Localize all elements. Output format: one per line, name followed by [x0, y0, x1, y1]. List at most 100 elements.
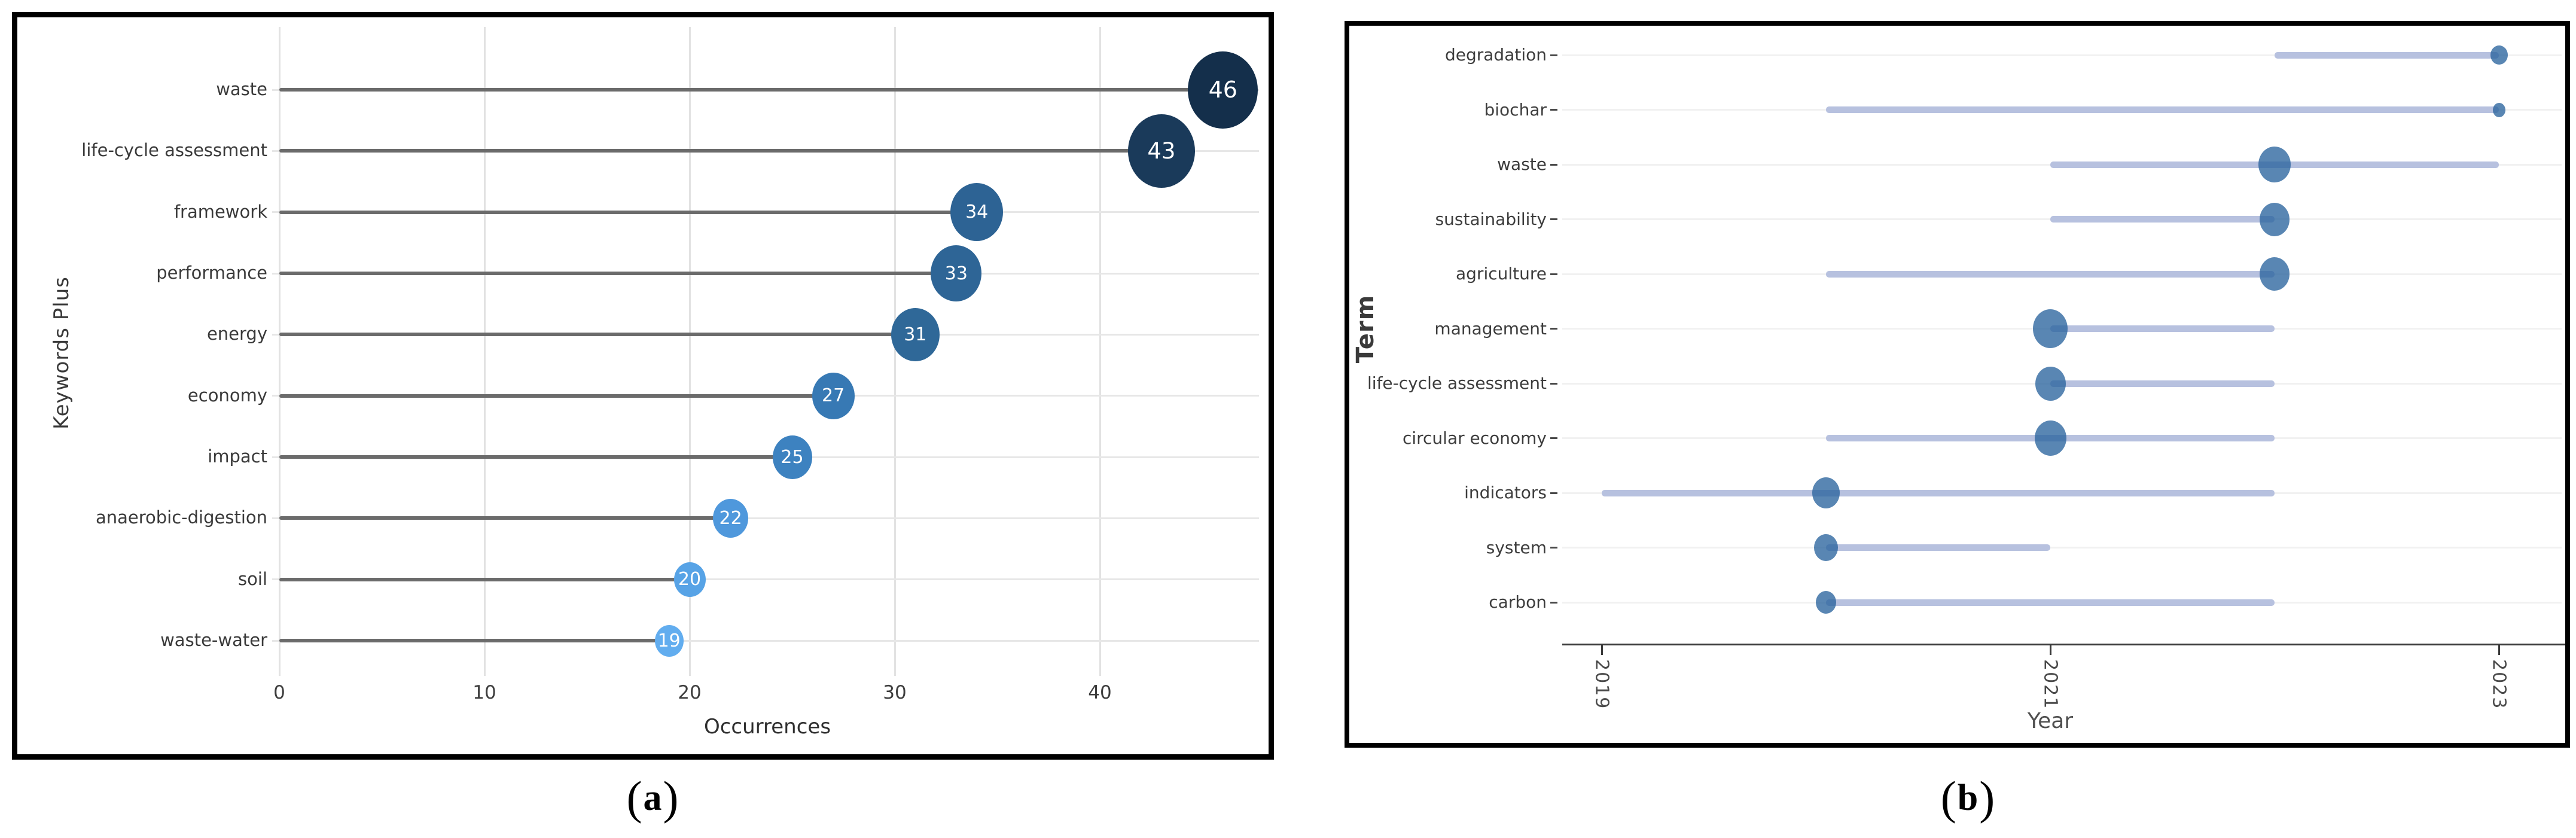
chart-b-year-range-line: [2050, 325, 2275, 332]
chart-a-bubble: 31: [891, 307, 940, 361]
chart-a-x-axis-title: Occurrences: [703, 715, 831, 739]
chart-b-median-year-dot: [2260, 257, 2290, 291]
chart-b-x-axis-title: Year: [2027, 709, 2074, 733]
chart-a-stem: [279, 516, 731, 520]
chart-a-x-tick-label: 0: [273, 682, 285, 703]
chart-b-x-tick-mark: [2049, 644, 2051, 655]
chart-a-horizontal-gridline: [272, 517, 1259, 519]
chart-b-year-range-line: [1826, 599, 2275, 606]
chart-b-y-tick-mark: [1550, 437, 1557, 439]
chart-a-bubble: 20: [673, 562, 706, 597]
chart-b-median-year-dot: [2033, 309, 2068, 348]
chart-b-y-tick-mark: [1550, 328, 1557, 330]
chart-b-year-range-line: [1826, 270, 2275, 278]
chart-b-y-tick-mark: [1550, 382, 1557, 385]
chart-b-term-label: sustainability: [1435, 209, 1547, 229]
chart-b-year-range-line: [1602, 489, 2275, 496]
chart-a-category-label: life-cycle assessment: [81, 140, 267, 161]
chart-b-term-label: degradation: [1444, 45, 1547, 65]
chart-b-year-range-line: [2275, 51, 2499, 59]
caption-a: (a): [627, 775, 679, 821]
chart-a-vertical-gridline: [1099, 27, 1101, 676]
chart-b-term-label: circular economy: [1402, 428, 1547, 448]
chart-b-x-tick-label: 2021: [2040, 659, 2061, 710]
chart-a-stem: [279, 149, 1162, 153]
chart-b-term-label: biochar: [1484, 99, 1547, 120]
chart-a-category-label: performance: [156, 263, 267, 284]
chart-b-median-year-dot: [2034, 420, 2066, 456]
chart-b-y-tick-mark: [1550, 273, 1557, 275]
caption-a-letter: a: [643, 778, 662, 818]
chart-b-term-label: agriculture: [1456, 264, 1547, 284]
caption-a-open-paren: (: [626, 772, 642, 824]
chart-a-stem: [279, 88, 1223, 92]
chart-a-stem: [279, 394, 834, 398]
chart-b-term-label: life-cycle assessment: [1367, 373, 1547, 393]
chart-b-median-year-dot: [2492, 102, 2505, 117]
caption-b-close-paren: ): [1979, 772, 1995, 824]
chart-b-term-label: indicators: [1464, 483, 1547, 502]
chart-a-category-label: waste: [216, 79, 267, 99]
chart-b-y-tick-mark: [1550, 547, 1557, 548]
chart-b-year-range-line: [2050, 216, 2275, 223]
chart-b-term-label: management: [1434, 318, 1547, 339]
chart-b-median-year-dot: [2260, 202, 2290, 236]
chart-a-category-label: economy: [187, 385, 267, 406]
chart-b-horizontal-gridline: [1562, 547, 2562, 548]
chart-a-category-label: impact: [208, 446, 267, 467]
chart-b-median-year-dot: [1816, 591, 1836, 614]
chart-b-year-range-line: [2050, 380, 2275, 387]
chart-a-bubble: 27: [812, 372, 855, 419]
chart-b-x-axis-line: [1562, 644, 2565, 645]
caption-b: (b): [1941, 775, 1995, 821]
chart-b-x-tick-label: 2023: [2488, 659, 2510, 710]
chart-a-category-label: framework: [173, 201, 267, 222]
chart-b-term-label: carbon: [1489, 592, 1547, 612]
chart-a-stem: [279, 639, 669, 643]
chart-b-x-tick-label: 2019: [1591, 659, 1612, 710]
chart-a-bubble: 34: [950, 183, 1004, 242]
chart-a-horizontal-gridline: [272, 639, 1259, 642]
chart-a-vertical-gridline: [688, 27, 691, 676]
chart-a-vertical-gridline: [894, 27, 896, 676]
chart-b-y-tick-mark: [1550, 218, 1557, 220]
chart-a-stem: [279, 455, 792, 459]
chart-a-stem: [279, 577, 690, 581]
chart-b-y-tick-mark: [1550, 54, 1557, 56]
chart-a-y-axis-title: Keywords Plus: [50, 276, 74, 429]
chart-a-x-tick-label: 10: [472, 682, 496, 703]
chart-a-category-label: soil: [238, 568, 267, 589]
chart-a-category-label: anaerobic-digestion: [95, 507, 267, 528]
chart-b-x-tick-mark: [1601, 644, 1603, 655]
chart-b-y-tick-mark: [1550, 601, 1557, 604]
chart-a-stem: [279, 210, 977, 214]
chart-b-y-tick-mark: [1550, 163, 1557, 166]
chart-b-term-label: system: [1486, 537, 1547, 557]
caption-a-close-paren: ): [663, 772, 679, 824]
chart-b-median-year-dot: [1814, 534, 1838, 561]
panel-a-border: [12, 12, 1274, 760]
chart-a-x-tick-label: 30: [883, 682, 907, 703]
chart-a-bubble: 46: [1188, 51, 1258, 129]
chart-a-category-label: waste-water: [160, 630, 267, 651]
chart-a-category-label: energy: [206, 324, 267, 345]
chart-a-x-tick-label: 40: [1088, 682, 1112, 703]
chart-b-year-range-line: [1826, 544, 2050, 551]
chart-b-median-year-dot: [1812, 477, 1840, 508]
chart-a-vertical-gridline: [483, 27, 486, 676]
chart-b-year-range-line: [1826, 106, 2499, 113]
caption-b-letter: b: [1957, 778, 1979, 818]
chart-b-median-year-dot: [2035, 366, 2066, 401]
chart-a-x-tick-label: 20: [678, 682, 702, 703]
chart-b-horizontal-gridline: [1562, 54, 2562, 56]
chart-a-horizontal-gridline: [272, 578, 1259, 581]
chart-a-stem: [279, 333, 916, 337]
chart-b-median-year-dot: [2258, 147, 2291, 182]
chart-a-bubble: 33: [931, 245, 982, 302]
chart-b-x-tick-mark: [2498, 644, 2500, 655]
chart-b-y-tick-mark: [1550, 109, 1557, 111]
caption-b-open-paren: (: [1940, 772, 1956, 824]
chart-b-y-axis-title: Term: [1352, 294, 1379, 364]
chart-b-term-label: waste: [1497, 154, 1547, 174]
